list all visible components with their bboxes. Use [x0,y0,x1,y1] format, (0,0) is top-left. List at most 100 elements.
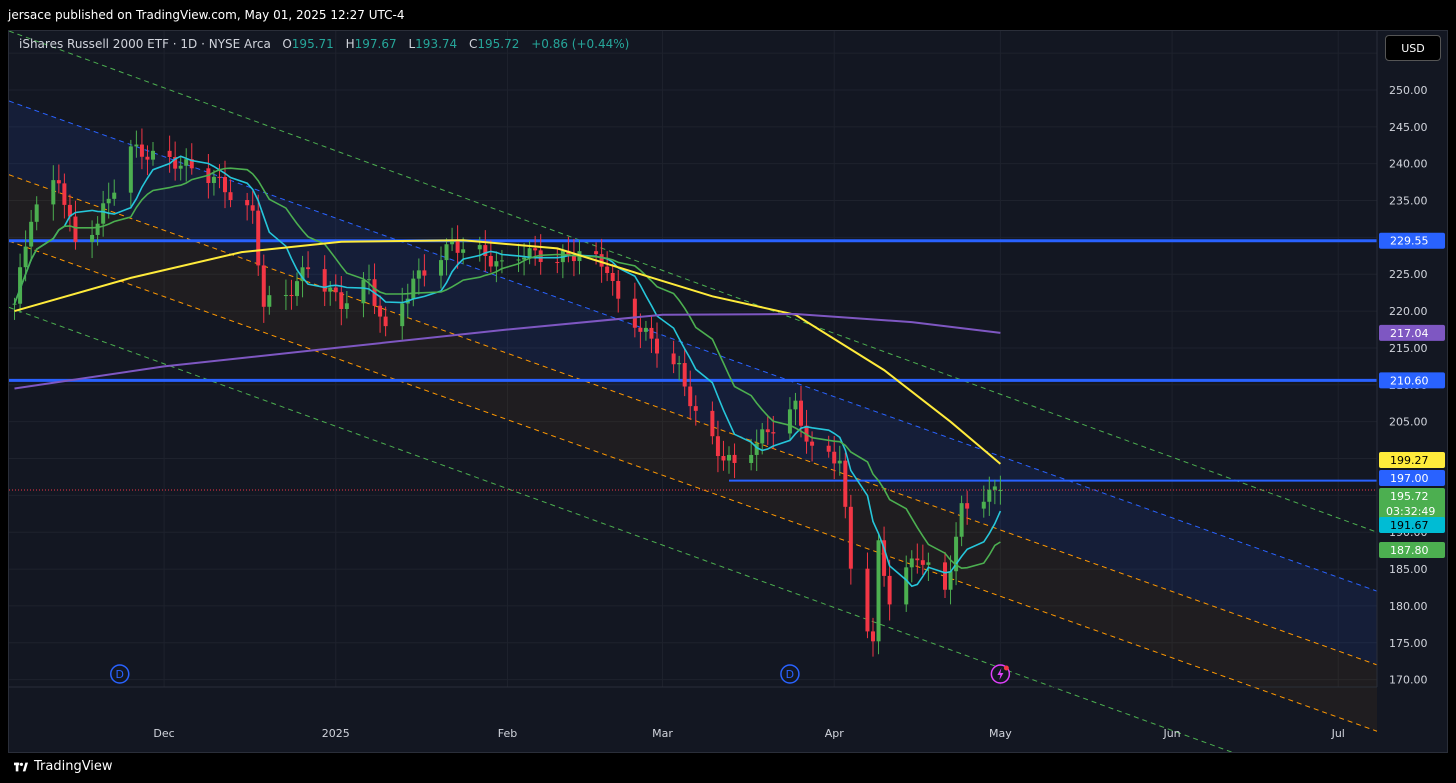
price-tag-text: 195.72 [1390,490,1429,503]
candle-body [793,400,798,410]
candle-body [527,248,532,258]
time-tick-label: Feb [498,727,517,740]
price-tick-label: 245.00 [1389,121,1428,134]
price-tag-text: 199.27 [1390,454,1429,467]
candle-body [638,327,643,332]
high-label: H [345,37,355,51]
low-value: 193.74 [415,37,458,51]
candle-body [378,305,383,317]
candle-body [51,180,56,205]
candle-body [538,250,543,262]
candle-body [295,281,299,297]
candle-body [671,353,676,365]
candle-body [616,280,621,299]
dividend-icon[interactable] [780,664,800,684]
candle-body [998,490,1003,492]
sma-200-purple-line [14,312,1001,390]
price-tag-217.04 [1379,324,1445,341]
candle-body [184,159,189,166]
candle-body [727,454,731,461]
channel-lower-orange-line [9,240,1378,732]
channel-mid-upper-line [9,100,1378,592]
candle-body [915,558,920,561]
candle-body [173,156,178,169]
candle-body [477,245,482,250]
candle-body [721,456,726,461]
candle-body [416,270,421,279]
candle-body [920,560,925,565]
candle-body [189,159,194,169]
price-tick-label: 225.00 [1389,268,1428,281]
countdown-text: 03:32:49 [1386,505,1435,518]
candle-body [655,338,659,354]
high-value: 197.67 [354,37,397,51]
candle-body [223,177,227,193]
chart-pane[interactable]: DD255.00250.00245.00240.00235.00230.0022… [8,30,1448,753]
dividend-label: D [116,668,124,681]
candle-body [555,261,560,263]
brand-name: TradingView [34,759,113,774]
candle-body [145,156,150,160]
candle-body [948,571,953,590]
candle-body [90,234,95,242]
tradingview-logo[interactable]: TradingView [14,759,113,774]
candle-body [300,267,305,282]
candle-body [865,568,870,632]
candle-body [339,292,344,310]
candle-body [904,567,909,605]
candle-body [760,429,765,444]
price-tag-191.67 [1379,517,1445,533]
price-tick-label: 205.00 [1389,416,1428,429]
time-tick-label: Dec [153,727,174,740]
price-tick-label: 185.00 [1389,563,1428,576]
candle-body [965,503,970,509]
candle-body [610,272,615,281]
candle-body [267,295,272,307]
candle-body [322,269,327,292]
candle-body [677,363,682,365]
price-tick-label: 235.00 [1389,195,1428,208]
candle-body [599,254,604,267]
candle-body [632,298,637,328]
candle-body [926,562,931,565]
candle-body [848,506,853,569]
candle-body [18,267,23,304]
tradingview-logo-icon [14,762,28,771]
candle-body [56,180,61,184]
candle-body [765,429,770,433]
candle-body [217,176,222,178]
candle-body [411,278,416,299]
candle-body [167,150,172,157]
candle-body [992,486,997,490]
close-value: 195.72 [477,37,520,51]
price-tick-label: 250.00 [1389,84,1428,97]
candle-body [954,536,959,572]
channel-mid-lower-line [9,174,1378,666]
candle-body [333,287,338,293]
candle-body [810,441,815,446]
time-tick-label: Mar [652,727,673,740]
candle-body [73,216,78,242]
candle-body [450,241,455,245]
candle-body [749,454,754,463]
lightning-glyph [997,668,1004,680]
symbol-name[interactable]: iShares Russell 2000 ETF · 1D · NYSE Arc… [19,37,271,51]
candle-body [283,295,288,297]
candle-body [328,287,333,292]
candle-body [128,146,133,193]
ema-green-line [13,167,1001,570]
currency-button[interactable]: USD [1385,35,1441,61]
price-chart[interactable]: DD255.00250.00245.00240.00235.00230.0022… [9,31,1447,752]
candle-body [981,501,986,509]
candle-body [499,260,504,262]
price-tag-187.80 [1379,542,1445,558]
time-tick-label: Jul [1331,727,1345,740]
time-tick-label: 2025 [322,727,350,740]
candle-body [361,279,366,304]
bottom-bar: TradingView [0,753,1456,783]
candle-body [643,327,648,332]
dividend-icon[interactable] [110,664,130,684]
candle-body [261,265,266,307]
channel-lower-fill [9,174,1377,732]
symbol-legend: iShares Russell 2000 ETF · 1D · NYSE Arc… [19,37,629,51]
